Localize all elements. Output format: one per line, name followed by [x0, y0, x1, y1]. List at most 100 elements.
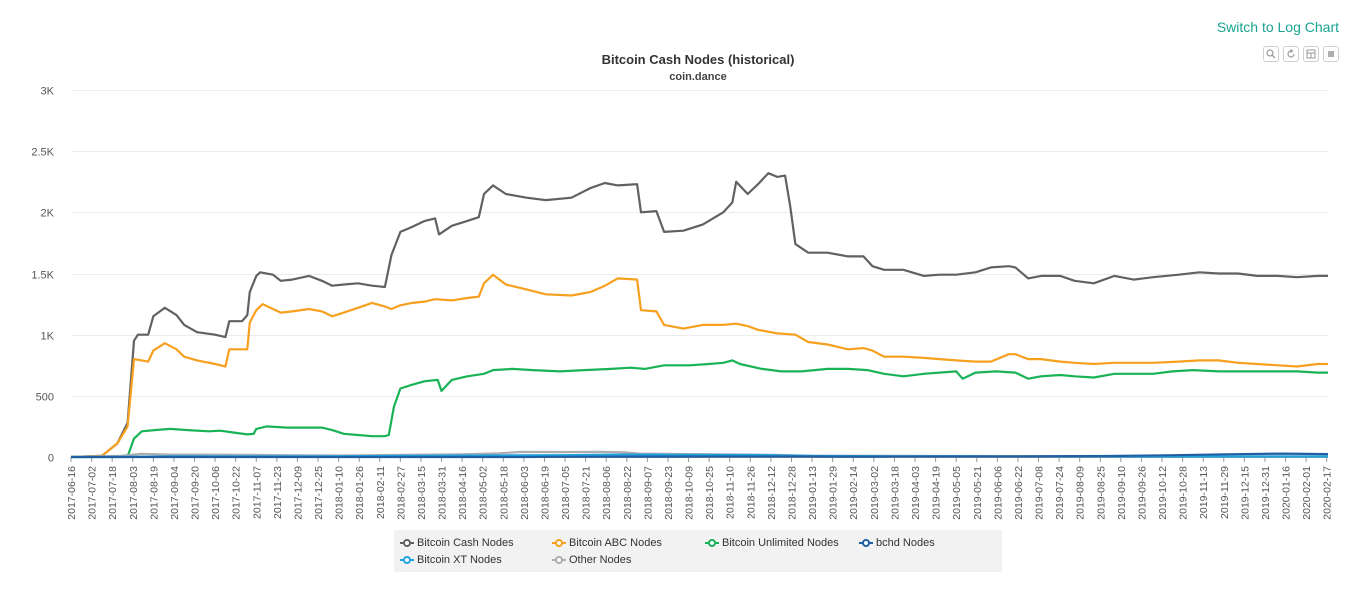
x-tick-label: 2018-03-31 [437, 466, 449, 520]
y-tick-label: 2.5K [31, 147, 54, 159]
x-tick-label: 2018-06-03 [519, 466, 531, 520]
legend-label: bchd Nodes [876, 537, 935, 549]
x-tick-label: 2017-07-18 [107, 466, 119, 520]
x-tick-label: 2018-05-02 [478, 466, 490, 520]
y-tick-label: 3K [41, 86, 55, 98]
x-tick-label: 2019-12-31 [1260, 466, 1272, 520]
x-tick-label: 2019-04-03 [910, 466, 922, 520]
legend-item-bitcoin-xt-nodes[interactable]: Bitcoin XT Nodes [400, 554, 502, 566]
x-tick-label: 2018-05-18 [498, 466, 510, 520]
x-tick-label: 2019-11-13 [1198, 466, 1210, 519]
switch-to-log-chart-link[interactable]: Switch to Log Chart [1216, 19, 1339, 35]
x-tick-label: 2020-02-17 [1322, 466, 1334, 520]
node-count-chart: Bitcoin Cash Nodes (historical) coin.dan… [31, 52, 1334, 520]
x-tick-label: 2018-06-19 [539, 466, 551, 520]
legend-marker-icon [400, 555, 414, 565]
x-tick-label: 2019-08-09 [1075, 466, 1087, 520]
x-tick-label: 2017-08-03 [128, 466, 140, 520]
x-tick-label: 2019-02-14 [848, 466, 860, 520]
x-axis: 2017-06-16 2017-07-02 2017-07-18 2017-08-03… [66, 457, 1334, 520]
series-lines [70, 172, 1329, 459]
x-tick-label: 2017-11-23 [272, 466, 284, 519]
reset-zoom-icon[interactable] [1283, 46, 1299, 62]
legend-marker-icon [552, 555, 566, 565]
x-tick-label: 2019-09-26 [1136, 466, 1148, 520]
series-line-bitcoin-unlimited-nodes [71, 359, 1328, 459]
x-tick-label: 2018-08-06 [601, 466, 613, 520]
x-tick-label: 2019-06-06 [992, 466, 1004, 520]
x-tick-label: 2019-10-12 [1157, 466, 1169, 520]
y-tick-label: 0 [48, 453, 54, 465]
x-tick-label: 2018-02-27 [395, 466, 407, 520]
legend-label: Bitcoin XT Nodes [417, 554, 502, 566]
legend-label: Bitcoin Unlimited Nodes [722, 537, 839, 549]
y-tick-label: 500 [36, 392, 54, 404]
x-tick-label: 2019-01-13 [807, 466, 819, 520]
x-tick-label: 2018-04-16 [457, 466, 469, 520]
legend-item-bitcoin-abc-nodes[interactable]: Bitcoin ABC Nodes [552, 537, 662, 549]
x-tick-label: 2018-12-28 [786, 466, 798, 520]
legend-marker-icon [859, 538, 873, 548]
x-tick-label: 2020-02-01 [1301, 466, 1313, 520]
x-tick-label: 2018-08-22 [622, 466, 634, 520]
x-tick-label: 2018-01-26 [354, 466, 366, 520]
legend-label: Bitcoin ABC Nodes [569, 537, 662, 549]
x-tick-label: 2019-01-29 [828, 466, 840, 520]
x-tick-label: 2017-10-06 [210, 466, 222, 520]
x-tick-label: 2018-07-21 [581, 466, 593, 520]
chart-subtitle: coin.dance [669, 71, 726, 83]
x-tick-label: 2018-03-15 [416, 466, 428, 520]
y-tick-label: 1K [41, 331, 55, 343]
x-tick-label: 2018-10-25 [704, 466, 716, 520]
x-tick-label: 2017-12-09 [292, 466, 304, 520]
y-tick-label: 1.5K [31, 270, 54, 282]
x-tick-label: 2018-09-07 [642, 466, 654, 520]
x-tick-label: 2019-06-22 [1013, 466, 1025, 520]
x-tick-label: 2017-08-19 [148, 466, 160, 520]
chart-legend: Bitcoin Cash Nodes Bitcoin ABC Nodes Bitco… [394, 530, 1002, 572]
series-line-bchd-nodes [71, 452, 1329, 459]
legend-label: Other Nodes [569, 554, 632, 566]
zoom-icon[interactable] [1263, 46, 1279, 62]
x-tick-label: 2018-12-12 [766, 466, 778, 520]
series-line-bitcoin-abc-nodes [70, 273, 1328, 459]
y-axis: 0 500 1K 1.5K 2K 2.5K 3K [31, 86, 54, 465]
x-tick-label: 2019-07-24 [1054, 466, 1066, 520]
x-tick-label: 2017-11-07 [251, 466, 263, 519]
x-tick-label: 2018-11-26 [745, 466, 757, 519]
x-tick-label: 2020-01-16 [1281, 466, 1293, 520]
x-tick-label: 2019-05-21 [972, 466, 984, 520]
legend-marker-icon [552, 538, 566, 548]
x-tick-label: 2018-07-05 [560, 466, 572, 520]
x-tick-label: 2017-12-25 [313, 466, 325, 520]
legend-item-bitcoin-unlimited-nodes[interactable]: Bitcoin Unlimited Nodes [705, 537, 839, 549]
legend-item-bitcoin-cash-nodes[interactable]: Bitcoin Cash Nodes [400, 537, 514, 549]
x-tick-label: 2017-10-22 [231, 466, 243, 520]
x-tick-label: 2018-09-23 [663, 466, 675, 520]
x-tick-label: 2019-11-29 [1219, 466, 1231, 519]
x-tick-label: 2019-03-02 [869, 466, 881, 520]
legend-label: Bitcoin Cash Nodes [417, 537, 514, 549]
x-tick-label: 2019-03-18 [889, 466, 901, 520]
x-tick-label: 2019-04-19 [931, 466, 943, 520]
x-tick-label: 2018-02-11 [375, 466, 387, 519]
x-tick-label: 2018-01-10 [334, 466, 346, 520]
legend-marker-icon [705, 538, 719, 548]
data-view-icon[interactable] [1303, 46, 1319, 62]
x-tick-label: 2019-12-15 [1239, 466, 1251, 520]
legend-item-other-nodes[interactable]: Other Nodes [552, 554, 631, 566]
x-tick-label: 2017-06-16 [66, 466, 78, 520]
legend-item-bchd-nodes[interactable]: bchd Nodes [859, 537, 935, 549]
series-line-bitcoin-cash-nodes [70, 172, 1328, 459]
legend-marker-icon [400, 538, 414, 548]
x-tick-label: 2019-09-10 [1116, 466, 1128, 520]
menu-icon[interactable] [1323, 46, 1339, 62]
x-tick-label: 2019-05-05 [951, 466, 963, 520]
x-tick-label: 2019-10-28 [1178, 466, 1190, 520]
y-tick-label: 2K [41, 208, 55, 220]
x-tick-label: 2018-10-09 [684, 466, 696, 520]
x-tick-label: 2017-09-20 [190, 466, 202, 520]
x-tick-label: 2019-07-08 [1034, 466, 1046, 520]
chart-title: Bitcoin Cash Nodes (historical) [602, 52, 795, 67]
x-tick-label: 2017-09-04 [169, 466, 181, 520]
